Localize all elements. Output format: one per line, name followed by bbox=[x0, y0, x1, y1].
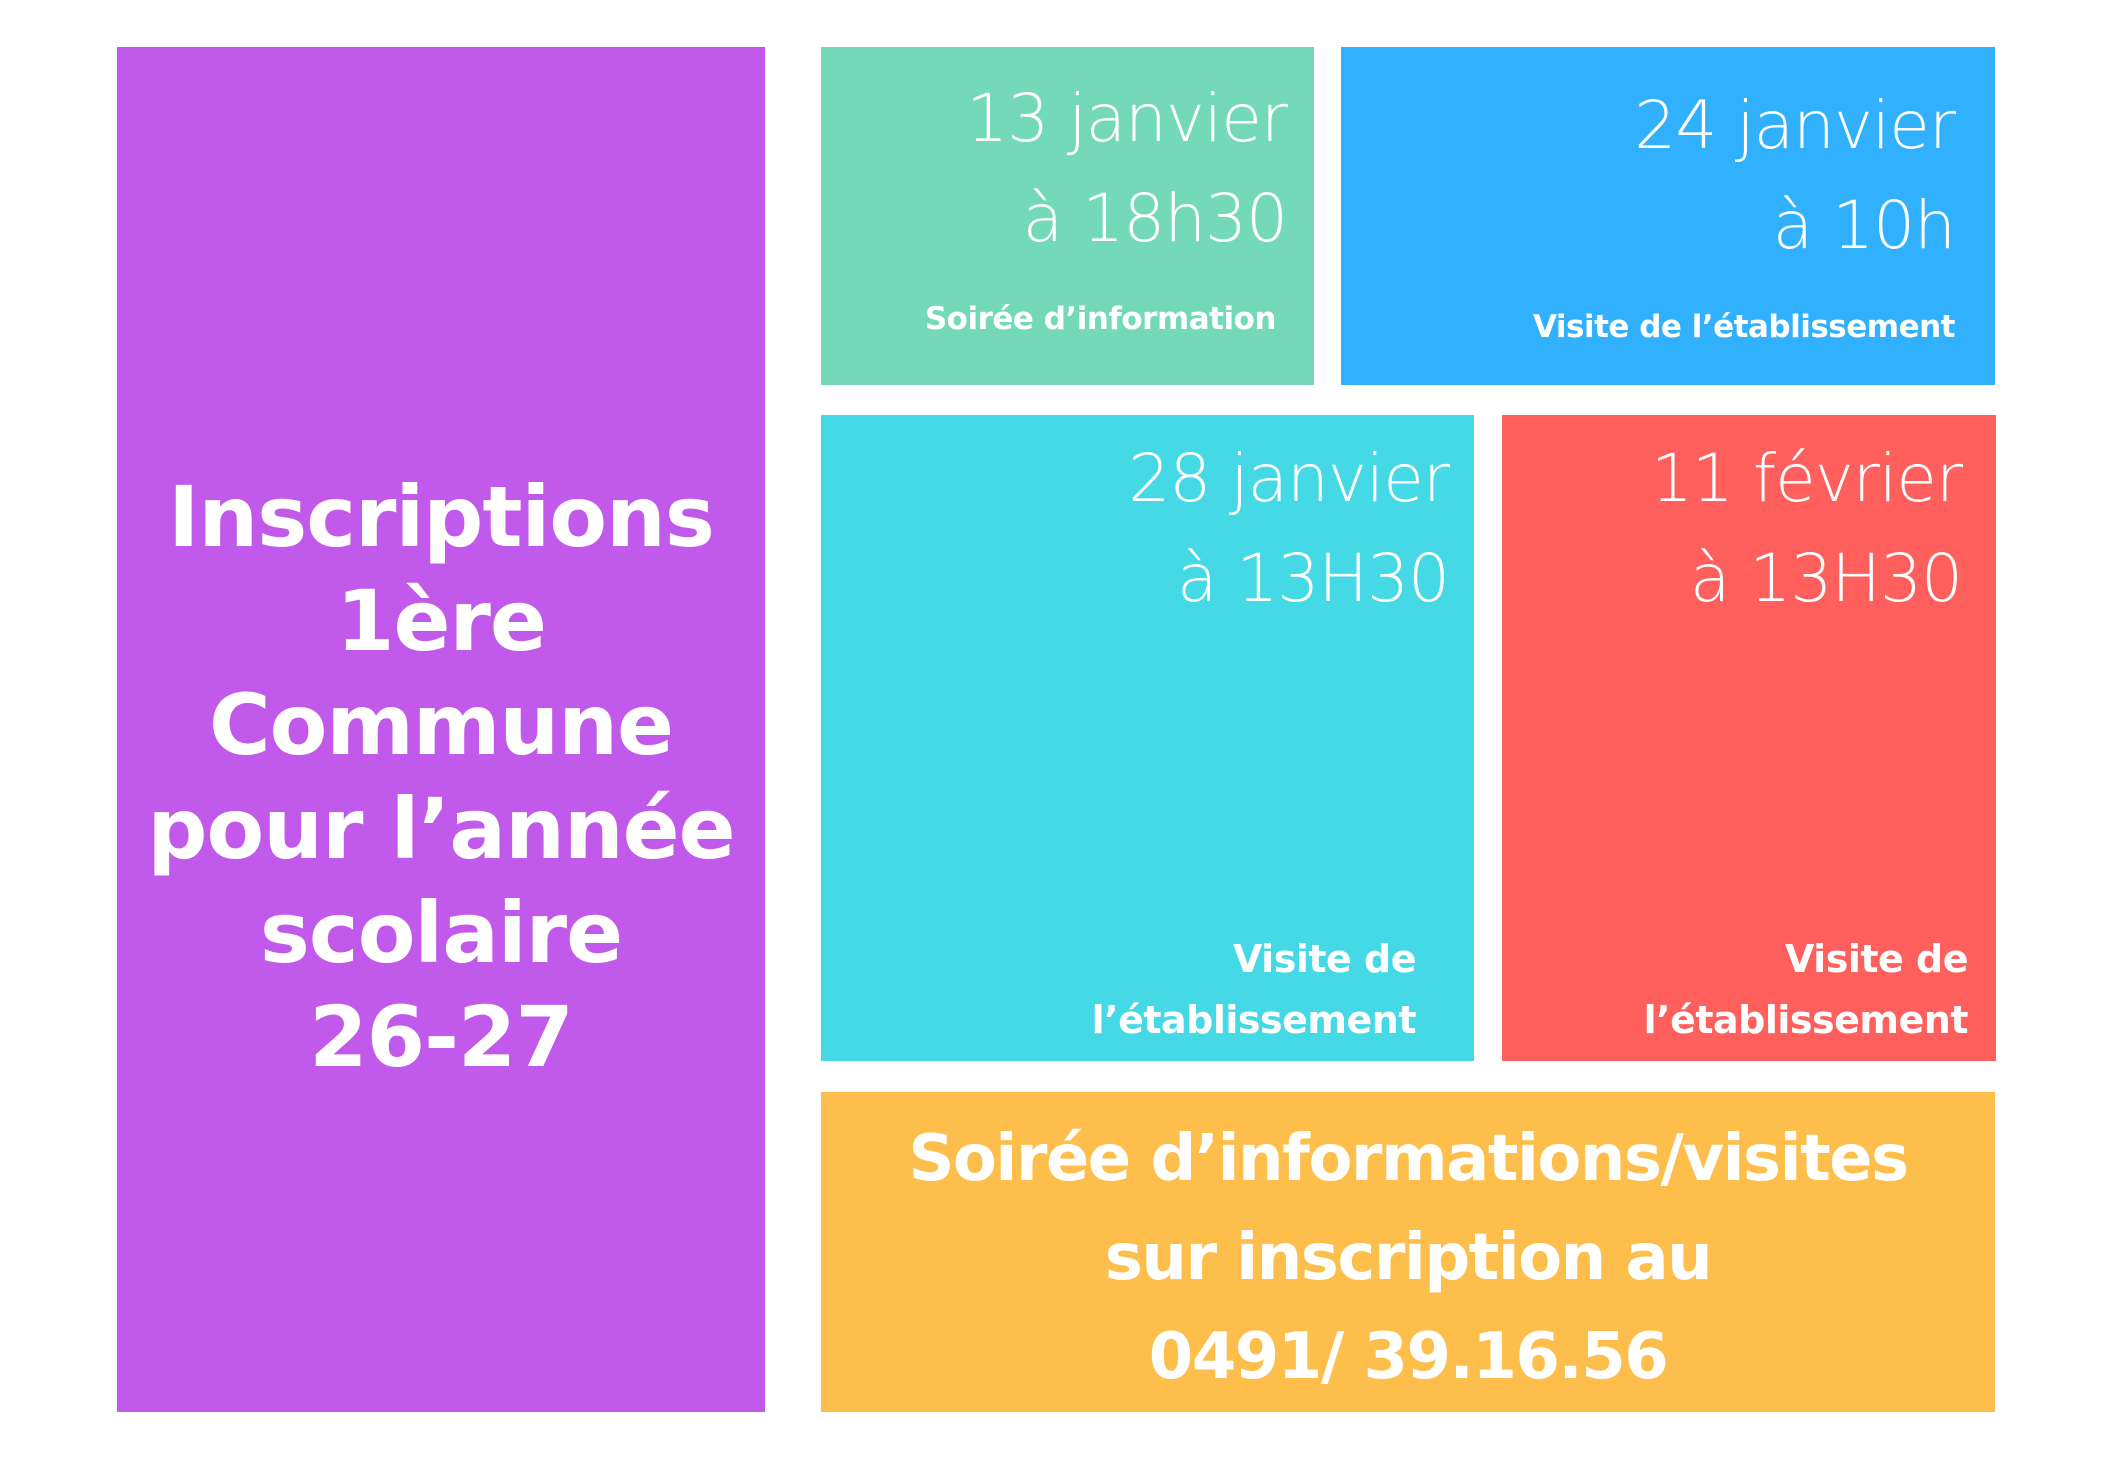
event-date: 11 février bbox=[1650, 440, 1963, 517]
registration-info-panel: Soirée d’informations/visites sur inscri… bbox=[821, 1092, 1995, 1412]
event-date: 13 janvier bbox=[966, 80, 1288, 157]
event-card-24-janvier: 24 janvier à 10h Visite de l’établisseme… bbox=[1341, 47, 1995, 385]
event-card-28-janvier: 28 janvier à 13H30 Visite de l’établisse… bbox=[821, 415, 1474, 1061]
title-line: 1ère bbox=[336, 572, 547, 670]
event-date: 28 janvier bbox=[1128, 440, 1450, 517]
event-date: 24 janvier bbox=[1634, 87, 1956, 164]
event-description-line: l’établissement bbox=[1091, 998, 1417, 1042]
event-description-line: Visite de bbox=[1232, 937, 1417, 981]
event-datetime: 24 janvier à 10h bbox=[1634, 76, 1956, 276]
title-line: 26-27 bbox=[309, 988, 574, 1086]
title-line: scolaire bbox=[259, 884, 623, 982]
title-line: pour l’année bbox=[147, 780, 735, 878]
title-panel: Inscriptions 1ère Commune pour l’année s… bbox=[117, 47, 765, 1412]
event-card-13-janvier: 13 janvier à 18h30 Soirée d’information bbox=[821, 47, 1314, 385]
event-datetime: 28 janvier à 13H30 bbox=[1128, 429, 1450, 629]
event-time: à 10h bbox=[1772, 187, 1956, 264]
event-card-11-fevrier: 11 février à 13H30 Visite de l’établisse… bbox=[1502, 415, 1996, 1061]
event-time: à 13H30 bbox=[1689, 540, 1963, 617]
event-datetime: 13 janvier à 18h30 bbox=[966, 69, 1288, 269]
event-description: Visite de l’établissement bbox=[1643, 929, 1969, 1051]
event-datetime: 11 février à 13H30 bbox=[1650, 429, 1963, 629]
title-line: Inscriptions bbox=[168, 468, 715, 566]
event-time: à 18h30 bbox=[1022, 180, 1288, 257]
page-title: Inscriptions 1ère Commune pour l’année s… bbox=[117, 465, 765, 1089]
registration-line: sur inscription au bbox=[1104, 1221, 1713, 1295]
event-description: Soirée d’information bbox=[924, 301, 1277, 337]
event-time: à 13H30 bbox=[1176, 540, 1450, 617]
phone-number: 0491/ 39.16.56 bbox=[1148, 1320, 1669, 1394]
event-description: Visite de l’établissement bbox=[1532, 309, 1956, 345]
event-description-line: Visite de bbox=[1784, 937, 1969, 981]
registration-line: Soirée d’informations/visites bbox=[908, 1122, 1909, 1196]
registration-info: Soirée d’informations/visites sur inscri… bbox=[821, 1110, 1995, 1407]
event-description-line: l’établissement bbox=[1643, 998, 1969, 1042]
event-description: Visite de l’établissement bbox=[1091, 929, 1417, 1051]
title-line: Commune bbox=[209, 676, 674, 774]
